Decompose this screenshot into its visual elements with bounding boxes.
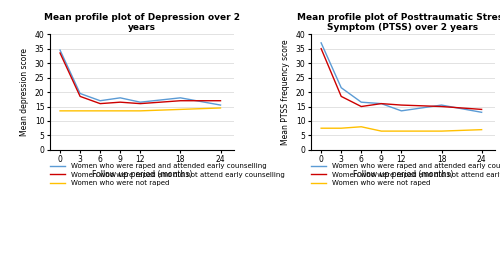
- Women who were raped and attended early counselling: [138, 100, 143, 104]
- Women who were raped and attended early counselling: [77, 92, 83, 95]
- Women who were not raped: [338, 127, 344, 130]
- X-axis label: Follow up period (months): Follow up period (months): [353, 170, 453, 179]
- Women who were raped and did not attend early counselling: [57, 52, 63, 55]
- Women who were raped and attended early counselling: [57, 48, 63, 52]
- Women who were not raped: [218, 106, 224, 109]
- Women who were not raped: [438, 130, 444, 133]
- Women who were not raped: [117, 109, 123, 113]
- Women who were raped and attended early counselling: [358, 100, 364, 104]
- Line: Women who were not raped: Women who were not raped: [60, 108, 220, 111]
- Line: Women who were not raped: Women who were not raped: [321, 127, 482, 131]
- Y-axis label: Mean depression score: Mean depression score: [20, 48, 29, 136]
- Women who were not raped: [77, 109, 83, 113]
- Line: Women who were raped and did not attend early counselling: Women who were raped and did not attend …: [60, 53, 220, 104]
- Women who were raped and attended early counselling: [438, 103, 444, 107]
- Women who were raped and attended early counselling: [218, 103, 224, 107]
- Women who were raped and did not attend early counselling: [438, 105, 444, 108]
- Women who were raped and did not attend early counselling: [117, 100, 123, 104]
- X-axis label: Follow up period (months): Follow up period (months): [92, 170, 192, 179]
- Women who were raped and attended early counselling: [378, 102, 384, 105]
- Women who were raped and did not attend early counselling: [178, 99, 184, 102]
- Title: Mean profile plot of Posttraumatic Stress
Symptom (PTSS) over 2 years: Mean profile plot of Posttraumatic Stres…: [298, 13, 500, 32]
- Women who were not raped: [318, 127, 324, 130]
- Women who were raped and attended early counselling: [178, 96, 184, 99]
- Women who were raped and attended early counselling: [398, 109, 404, 113]
- Legend: Women who were raped and attended early counselling, Women who were raped and di: Women who were raped and attended early …: [311, 163, 500, 186]
- Women who were raped and did not attend early counselling: [97, 102, 103, 105]
- Women who were raped and did not attend early counselling: [398, 103, 404, 107]
- Women who were raped and did not attend early counselling: [378, 102, 384, 105]
- Women who were raped and attended early counselling: [117, 96, 123, 99]
- Women who were not raped: [358, 125, 364, 128]
- Legend: Women who were raped and attended early counselling, Women who were raped and di: Women who were raped and attended early …: [50, 163, 284, 186]
- Women who were not raped: [97, 109, 103, 113]
- Women who were raped and did not attend early counselling: [218, 99, 224, 102]
- Title: Mean profile plot of Depression over 2
years: Mean profile plot of Depression over 2 y…: [44, 13, 240, 32]
- Women who were raped and did not attend early counselling: [138, 102, 143, 105]
- Women who were raped and did not attend early counselling: [318, 47, 324, 50]
- Women who were not raped: [398, 130, 404, 133]
- Women who were raped and did not attend early counselling: [358, 105, 364, 108]
- Line: Women who were raped and attended early counselling: Women who were raped and attended early …: [321, 43, 482, 112]
- Women who were not raped: [138, 109, 143, 113]
- Line: Women who were raped and did not attend early counselling: Women who were raped and did not attend …: [321, 49, 482, 109]
- Women who were not raped: [478, 128, 484, 131]
- Women who were raped and attended early counselling: [97, 99, 103, 102]
- Women who were raped and attended early counselling: [318, 41, 324, 44]
- Women who were not raped: [378, 130, 384, 133]
- Line: Women who were raped and attended early counselling: Women who were raped and attended early …: [60, 50, 220, 105]
- Y-axis label: Mean PTSS frequency score: Mean PTSS frequency score: [282, 39, 290, 145]
- Women who were raped and attended early counselling: [478, 111, 484, 114]
- Women who were raped and attended early counselling: [338, 86, 344, 89]
- Women who were not raped: [57, 109, 63, 113]
- Women who were raped and did not attend early counselling: [478, 108, 484, 111]
- Women who were not raped: [178, 108, 184, 111]
- Women who were raped and did not attend early counselling: [338, 95, 344, 98]
- Women who were raped and did not attend early counselling: [77, 95, 83, 98]
